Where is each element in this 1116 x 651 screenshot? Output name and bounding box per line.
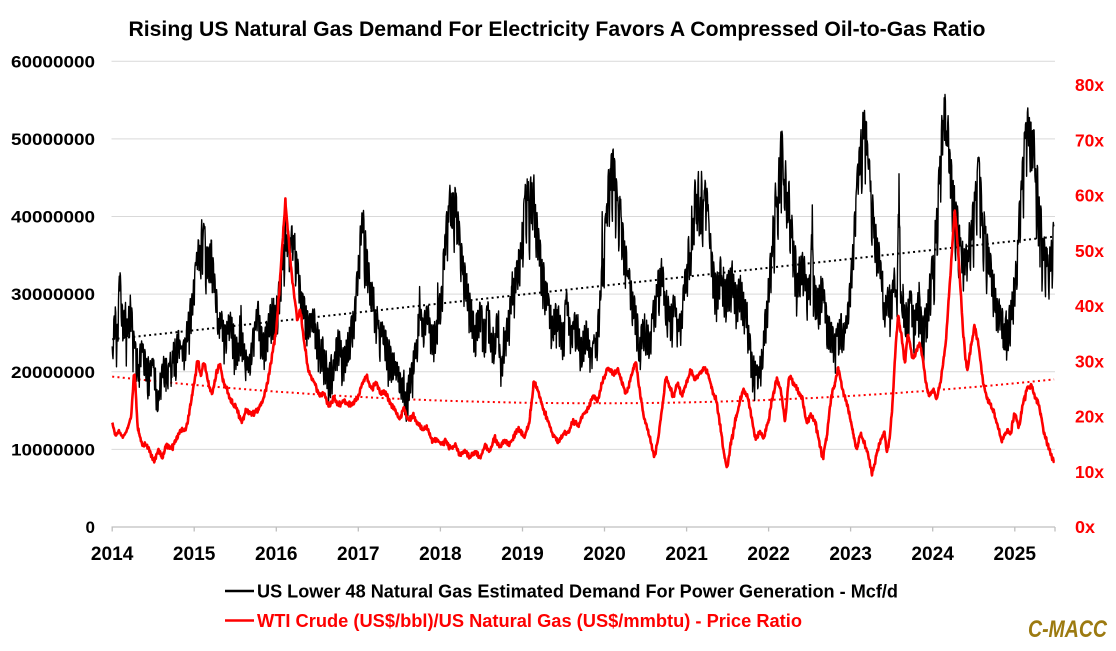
svg-text:2025: 2025 [994,544,1037,565]
svg-text:2020: 2020 [583,544,626,565]
svg-text:2017: 2017 [337,544,380,565]
svg-text:WTI Crude (US$/bbl)/US Natural: WTI Crude (US$/bbl)/US Natural Gas (US$/… [257,611,802,631]
svg-text:10x: 10x [1075,462,1104,482]
svg-text:50000000: 50000000 [11,130,95,149]
svg-text:70x: 70x [1075,130,1104,150]
svg-text:20x: 20x [1075,407,1104,427]
svg-text:0: 0 [86,518,95,537]
svg-text:20000000: 20000000 [11,363,95,382]
svg-text:2015: 2015 [173,544,216,565]
svg-text:2014: 2014 [91,544,134,565]
svg-text:Rising US Natural Gas Demand F: Rising US Natural Gas Demand For Electri… [129,18,986,41]
svg-text:40000000: 40000000 [11,208,95,227]
svg-text:2019: 2019 [501,544,544,565]
svg-text:US Lower 48 Natural Gas Estima: US Lower 48 Natural Gas Estimated Demand… [257,582,898,602]
svg-text:C-MACC: C-MACC [1028,616,1108,643]
svg-text:30000000: 30000000 [11,285,95,304]
svg-text:2023: 2023 [829,544,872,565]
svg-text:80x: 80x [1075,75,1104,95]
svg-text:2021: 2021 [665,544,708,565]
svg-text:60x: 60x [1075,186,1104,206]
svg-text:2016: 2016 [255,544,298,565]
svg-text:40x: 40x [1075,296,1104,316]
svg-text:2018: 2018 [419,544,462,565]
svg-text:2022: 2022 [747,544,790,565]
svg-text:50x: 50x [1075,241,1104,261]
svg-text:0x: 0x [1075,517,1095,537]
svg-text:60000000: 60000000 [11,52,95,71]
svg-text:2024: 2024 [911,544,954,565]
svg-text:10000000: 10000000 [11,440,95,459]
svg-text:30x: 30x [1075,351,1104,371]
